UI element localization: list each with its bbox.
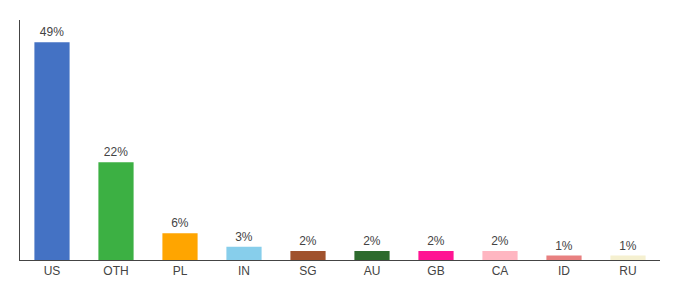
svg-text:GB: GB bbox=[427, 264, 444, 278]
svg-text:2%: 2% bbox=[491, 234, 509, 248]
svg-text:49%: 49% bbox=[40, 25, 64, 39]
svg-text:IN: IN bbox=[238, 264, 250, 278]
svg-text:SG: SG bbox=[299, 264, 316, 278]
svg-text:AU: AU bbox=[364, 264, 381, 278]
svg-text:OTH: OTH bbox=[103, 264, 128, 278]
svg-text:2%: 2% bbox=[427, 234, 445, 248]
svg-text:PL: PL bbox=[173, 264, 188, 278]
svg-text:22%: 22% bbox=[104, 145, 128, 159]
svg-text:1%: 1% bbox=[555, 239, 573, 253]
svg-text:RU: RU bbox=[619, 264, 636, 278]
svg-text:2%: 2% bbox=[299, 234, 317, 248]
svg-text:US: US bbox=[44, 264, 61, 278]
svg-text:6%: 6% bbox=[171, 216, 189, 230]
svg-text:1%: 1% bbox=[619, 239, 637, 253]
svg-text:3%: 3% bbox=[235, 230, 253, 244]
svg-text:2%: 2% bbox=[363, 234, 381, 248]
svg-text:CA: CA bbox=[492, 264, 509, 278]
svg-text:ID: ID bbox=[558, 264, 570, 278]
